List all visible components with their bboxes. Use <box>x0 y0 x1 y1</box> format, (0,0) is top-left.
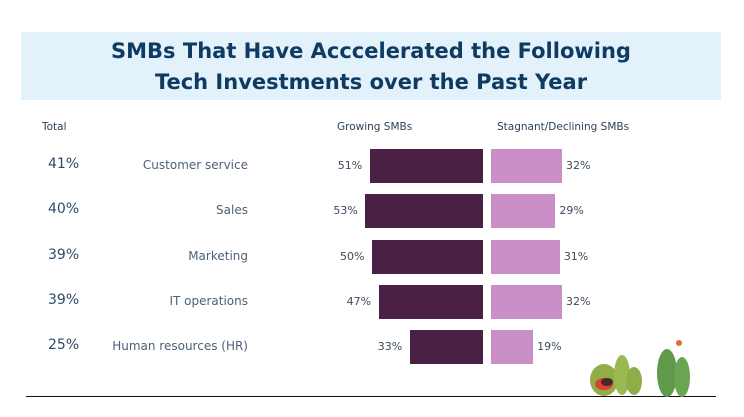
plant-bird-illustration <box>590 340 690 397</box>
chart-title: SMBs That Have Acccelerated the Followin… <box>21 32 721 100</box>
bar-stagnant <box>491 240 560 274</box>
label-stagnant: 32% <box>566 295 591 308</box>
title-line-2: Tech Investments over the Past Year <box>154 70 588 94</box>
baseline-rule <box>26 396 716 397</box>
bar-growing <box>365 194 483 228</box>
category-label: Human resources (HR) <box>112 339 248 353</box>
header-growing: Growing SMBs <box>337 121 413 133</box>
total-value: 39% <box>48 292 80 308</box>
bar-growing <box>409 330 483 364</box>
label-growing: 53% <box>333 204 358 217</box>
label-stagnant: 31% <box>563 250 589 263</box>
bar-growing <box>378 285 483 319</box>
label-growing: 33% <box>377 340 403 353</box>
bar-stagnant <box>491 149 563 183</box>
label-growing: 51% <box>337 159 363 172</box>
category-label: IT operations <box>169 294 248 308</box>
total-value: 41% <box>48 156 80 172</box>
bar-stagnant <box>491 194 556 228</box>
total-value: 25% <box>48 337 80 353</box>
label-stagnant: 29% <box>559 204 584 217</box>
header-stagnant: Stagnant/Declining SMBs <box>497 121 630 133</box>
label-growing: 50% <box>340 250 365 263</box>
total-value: 40% <box>48 201 80 217</box>
category-label: Marketing <box>188 249 248 263</box>
label-growing: 47% <box>346 295 372 308</box>
total-value: 39% <box>48 247 80 263</box>
label-stagnant: 32% <box>566 159 591 172</box>
category-label: Customer service <box>142 158 248 172</box>
title-line-1: SMBs That Have Acccelerated the Followin… <box>111 39 631 63</box>
label-stagnant: 19% <box>537 340 562 353</box>
category-label: Sales <box>216 203 248 217</box>
bar-growing <box>369 149 483 183</box>
bar-stagnant <box>491 285 563 319</box>
bar-stagnant <box>491 330 534 364</box>
header-total: Total <box>42 121 67 133</box>
bar-growing <box>372 240 483 274</box>
